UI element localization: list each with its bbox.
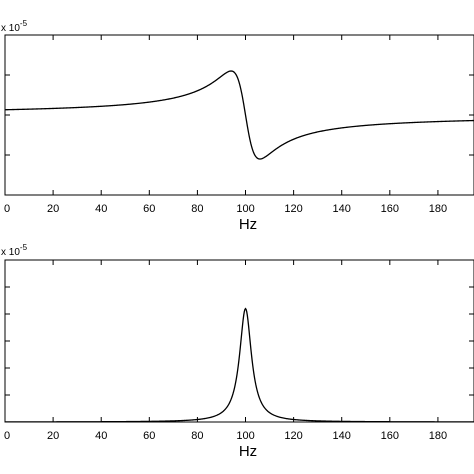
- top-x-axis-label: Hz: [239, 216, 257, 233]
- top-series-line: [4, 70, 474, 160]
- top-x-tick-label: 160: [381, 203, 399, 215]
- top-x-ticks: 0 20 40 60 80 100 120 140 160 180: [4, 35, 447, 215]
- bottom-x-tick-label: 160: [381, 430, 399, 442]
- bottom-x-tick-label: 0: [4, 430, 10, 442]
- bottom-x-tick-label: 100: [236, 430, 254, 442]
- bottom-multiplier-label: x 10-5: [1, 243, 28, 258]
- bottom-chart: x 10-5 0 20 40 60 80 100 120 140 160 180 Hz: [1, 243, 474, 460]
- bottom-x-tick-label: 60: [143, 430, 155, 442]
- bottom-x-tick-label: 20: [47, 430, 59, 442]
- bottom-series-line: [5, 307, 474, 423]
- top-x-tick-label: 80: [191, 203, 203, 215]
- bottom-x-tick-label: 40: [95, 430, 107, 442]
- top-x-tick-label: 0: [4, 203, 10, 215]
- bottom-x-tick-label: 80: [191, 430, 203, 442]
- top-plot-frame: [4, 34, 474, 196]
- bottom-x-tick-label: 180: [429, 430, 447, 442]
- top-x-tick-label: 20: [47, 203, 59, 215]
- top-x-tick-label: 100: [236, 203, 254, 215]
- top-x-tick-label: 140: [333, 203, 351, 215]
- top-chart: x 10-5 0 20 40 60 80 100 120 140 160 180 Hz: [1, 19, 474, 233]
- bottom-x-ticks: 0 20 40 60 80 100 120 140 160 180: [4, 260, 447, 442]
- top-y-ticks: [5, 74, 474, 156]
- bottom-plot-frame: [4, 259, 474, 423]
- bottom-x-tick-label: 120: [284, 430, 302, 442]
- top-multiplier-label: x 10-5: [1, 19, 28, 34]
- bottom-x-tick-label: 140: [333, 430, 351, 442]
- bottom-x-axis-label: Hz: [239, 443, 257, 460]
- top-x-tick-label: 40: [95, 203, 107, 215]
- top-x-tick-label: 180: [429, 203, 447, 215]
- top-x-tick-label: 120: [284, 203, 302, 215]
- top-x-tick-label: 60: [143, 203, 155, 215]
- bottom-y-ticks: [5, 286, 474, 396]
